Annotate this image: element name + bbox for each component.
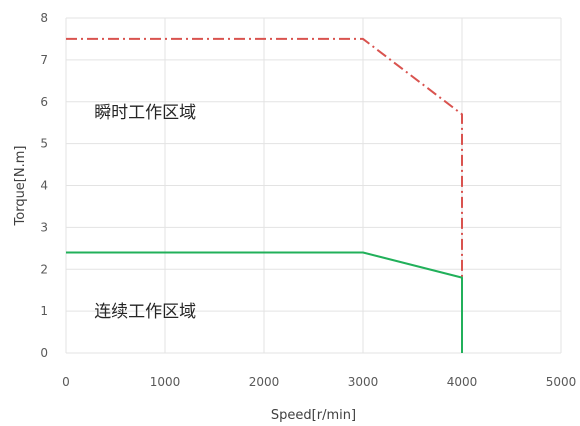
y-tick-label: 6: [40, 95, 48, 109]
x-tick-label: 3000: [348, 375, 379, 389]
region-label: 连续工作区域: [94, 302, 196, 322]
region-label: 瞬时工作区域: [94, 103, 196, 123]
y-tick-label: 8: [40, 11, 48, 25]
y-tick-label: 1: [40, 304, 48, 318]
x-axis-title: Speed[r/min]: [271, 408, 356, 423]
x-tick-label: 0: [62, 375, 70, 389]
x-tick-label: 2000: [249, 375, 280, 389]
y-tick-label: 7: [40, 53, 48, 67]
x-tick-label: 5000: [546, 375, 577, 389]
y-axis-title: Torque[N.m]: [13, 146, 28, 227]
y-tick-label: 2: [40, 262, 48, 276]
series-line-continuous: [66, 251, 463, 353]
series-line-peak: [66, 37, 463, 278]
series-layer: [66, 37, 463, 353]
x-tick-label: 4000: [447, 375, 478, 389]
x-tick-label: 1000: [150, 375, 181, 389]
tick-labels: 0 1 2 3 4 5 6 7 8 0 1000 2000 3000 4000 5000: [40, 11, 576, 389]
y-tick-label: 0: [40, 346, 48, 360]
y-tick-label: 4: [40, 179, 48, 193]
y-tick-label: 5: [40, 137, 48, 151]
y-tick-label: 3: [40, 220, 48, 234]
